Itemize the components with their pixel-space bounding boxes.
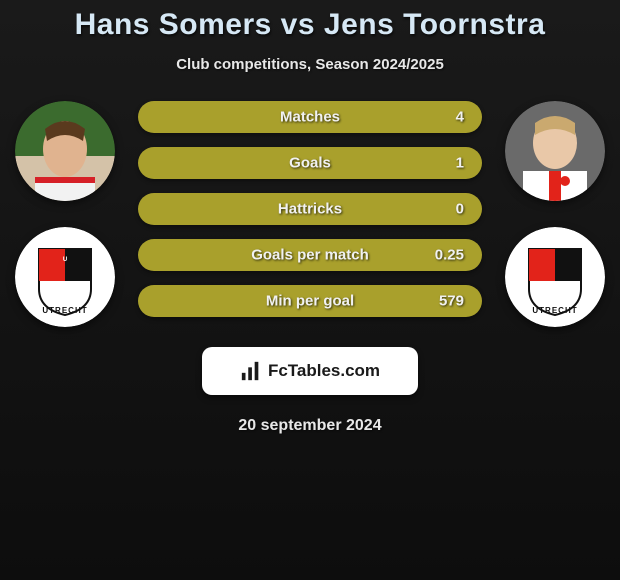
stat-value: 1 — [456, 155, 464, 172]
stat-row-goals-per-match: Goals per match 0.25 — [138, 239, 482, 271]
date-text: 20 september 2024 — [238, 417, 381, 435]
stat-label: Matches — [280, 109, 340, 126]
player-left-club-badge: U UTRECHT — [15, 227, 115, 327]
player-left-photo — [15, 101, 115, 201]
stat-label: Goals per match — [251, 247, 369, 264]
stats-column: Matches 4 Goals 1 Hattricks 0 Goals per … — [120, 101, 500, 317]
stat-value: 4 — [456, 109, 464, 126]
comparison-row: U UTRECHT Matches 4 Goals 1 Hattricks 0 … — [0, 101, 620, 327]
svg-text:UTRECHT: UTRECHT — [532, 306, 577, 315]
stat-row-min-per-goal: Min per goal 579 — [138, 285, 482, 317]
chart-bars-icon — [240, 360, 262, 382]
left-column: U UTRECHT — [10, 101, 120, 327]
svg-text:U: U — [63, 257, 67, 263]
stat-label: Min per goal — [266, 293, 354, 310]
stat-value: 0.25 — [435, 247, 464, 264]
stat-row-matches: Matches 4 — [138, 101, 482, 133]
stat-row-goals: Goals 1 — [138, 147, 482, 179]
svg-text:UTRECHT: UTRECHT — [42, 306, 87, 315]
stat-row-hattricks: Hattricks 0 — [138, 193, 482, 225]
logo-text: FcTables.com — [268, 361, 380, 381]
stat-label: Hattricks — [278, 201, 342, 218]
page-title: Hans Somers vs Jens Toornstra — [75, 8, 546, 42]
fctables-logo: FcTables.com — [202, 347, 418, 395]
stat-label: Goals — [289, 155, 331, 172]
stat-value: 0 — [456, 201, 464, 218]
stat-value: 579 — [439, 293, 464, 310]
player-right-club-badge: UTRECHT — [505, 227, 605, 327]
subtitle: Club competitions, Season 2024/2025 — [176, 56, 444, 73]
player-right-photo — [505, 101, 605, 201]
right-column: UTRECHT — [500, 101, 610, 327]
